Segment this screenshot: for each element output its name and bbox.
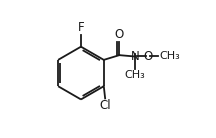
Text: O: O <box>143 50 152 63</box>
Text: CH₃: CH₃ <box>124 70 145 80</box>
Text: O: O <box>115 28 124 41</box>
Text: F: F <box>78 21 84 34</box>
Text: CH₃: CH₃ <box>159 51 180 62</box>
Text: N: N <box>130 50 139 63</box>
Text: Cl: Cl <box>99 99 111 112</box>
